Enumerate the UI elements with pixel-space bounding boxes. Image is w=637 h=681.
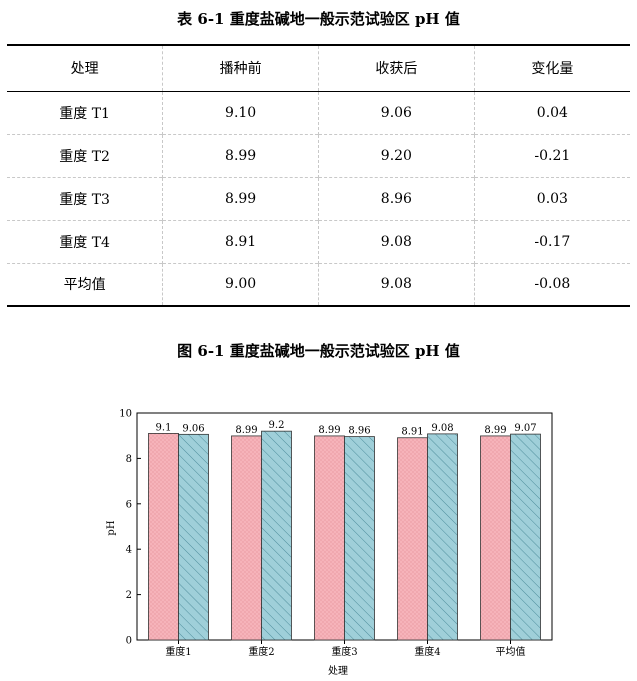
cell-change: 0.04 (473, 91, 630, 134)
cell-before: 9.00 (162, 263, 319, 306)
bar (397, 437, 428, 641)
table-row: 重度 T1 9.10 9.06 0.04 (7, 91, 630, 134)
cell-before: 8.91 (162, 220, 319, 263)
header-before-sowing: 播种前 (162, 45, 319, 91)
ph-table: 处理 播种前 收获后 变化量 重度 T1 9.10 9.06 0.04 重度 T… (7, 44, 630, 307)
cell-after: 9.08 (318, 263, 475, 306)
bar (480, 435, 511, 641)
x-tick-label: 重度4 (414, 645, 440, 658)
cell-after: 8.96 (318, 177, 475, 220)
x-tick-label: 重度1 (165, 645, 191, 658)
y-tick-label: 4 (126, 545, 132, 556)
data-label: 9.2 (269, 420, 285, 431)
table-row: 重度 T2 8.99 9.20 -0.21 (7, 134, 630, 177)
bar (178, 433, 209, 641)
y-tick-label: 0 (126, 636, 132, 647)
cell-treatment: 平均值 (63, 277, 106, 294)
cell-treatment: 重度 T3 (59, 191, 110, 208)
cell-after: 9.08 (318, 220, 475, 263)
x-axis-label: 处理 (328, 665, 348, 677)
chart-title: 图 6-1 重度盐碱地一般示范试验区 pH 值 (177, 342, 460, 360)
bar (510, 433, 541, 641)
cell-change: 0.03 (473, 177, 630, 220)
bar (427, 433, 458, 641)
data-label: 9.1 (156, 422, 172, 433)
bar (231, 435, 262, 641)
data-label: 8.99 (235, 425, 257, 436)
ph-bar-chart: 0 2 4 6 8 10 重度1 9.1 9.06 重度2 8.99 9.2 重度3 8.99 8.96 重度… (106, 409, 553, 677)
cell-before: 8.99 (162, 134, 319, 177)
cell-treatment: 重度 T4 (59, 234, 110, 251)
cell-before: 8.99 (162, 177, 319, 220)
bar (261, 430, 292, 641)
table-row: 重度 T4 8.91 9.08 -0.17 (7, 220, 630, 263)
table-row: 重度 T3 8.99 8.96 0.03 (7, 177, 630, 220)
bar (344, 436, 375, 641)
cell-change: -0.17 (473, 220, 630, 263)
table-header-row: 处理 播种前 收获后 变化量 (7, 45, 630, 91)
data-label: 8.96 (348, 426, 370, 437)
x-tick-label: 重度2 (248, 645, 274, 658)
data-label: 8.91 (401, 427, 423, 438)
y-tick-label: 2 (126, 590, 132, 601)
data-label: 9.07 (514, 423, 536, 434)
cell-change: -0.08 (473, 263, 630, 306)
data-label: 9.06 (182, 423, 204, 434)
table-caption: 表 6-1 重度盐碱地一般示范试验区 pH 值 (177, 10, 460, 28)
header-treatment: 处理 (70, 61, 99, 78)
plot-area: 0 2 4 6 8 10 重度1 9.1 9.06 重度2 8.99 9.2 重度3 8.99 8.96 重度… (119, 409, 553, 658)
y-tick-label: 8 (126, 454, 132, 465)
x-tick-label: 平均值 (496, 645, 526, 658)
bar (314, 435, 345, 641)
cell-before: 9.10 (162, 91, 319, 134)
data-label: 8.99 (318, 425, 340, 436)
data-label: 9.08 (431, 423, 453, 434)
cell-change: -0.21 (473, 134, 630, 177)
cell-after: 9.06 (318, 91, 475, 134)
header-change: 变化量 (473, 45, 630, 91)
y-tick-label: 6 (126, 499, 132, 510)
cell-after: 9.20 (318, 134, 475, 177)
data-label: 8.99 (484, 425, 506, 436)
cell-treatment: 重度 T2 (59, 148, 110, 165)
table-row: 平均值 9.00 9.08 -0.08 (7, 263, 630, 306)
y-axis-label: pH (106, 520, 117, 535)
y-tick-label: 10 (119, 409, 132, 420)
header-after-harvest: 收获后 (318, 45, 475, 91)
cell-treatment: 重度 T1 (59, 105, 110, 122)
bar (148, 433, 179, 641)
x-tick-label: 重度3 (331, 645, 357, 658)
